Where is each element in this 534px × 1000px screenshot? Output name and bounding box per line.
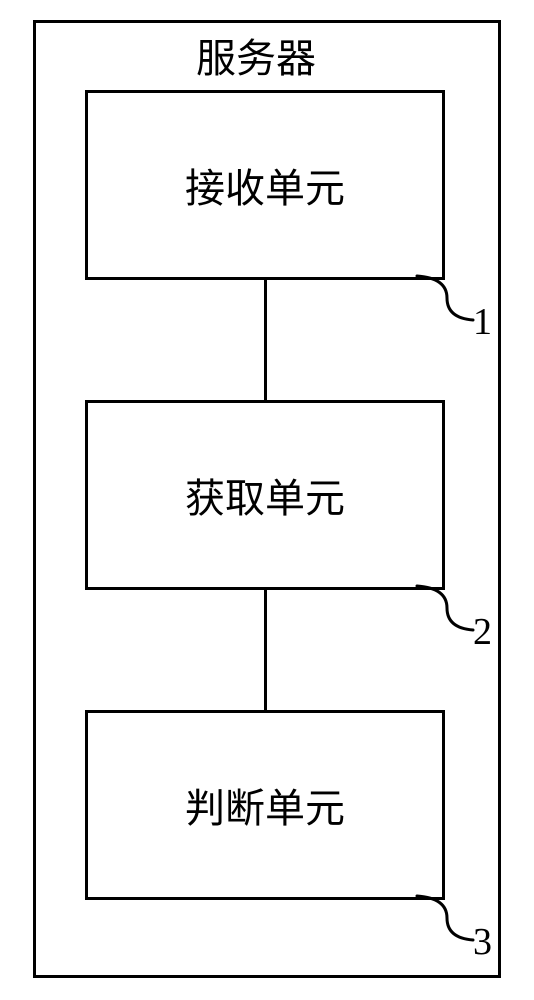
connector-2-3 [264, 590, 267, 710]
receive-unit-box: 接收单元 [85, 90, 445, 280]
receive-unit-label: 接收单元 [185, 156, 345, 214]
connector-1-2 [264, 280, 267, 400]
diagram-title: 服务器 [196, 26, 316, 84]
callout-1-label: 1 [473, 300, 492, 344]
acquire-unit-label: 获取单元 [185, 466, 345, 524]
diagram-canvas: 服务器 接收单元 获取单元 判断单元 1 2 3 [0, 0, 534, 1000]
judge-unit-label: 判断单元 [185, 776, 345, 834]
acquire-unit-box: 获取单元 [85, 400, 445, 590]
callout-3-label: 3 [473, 920, 492, 964]
callout-2-label: 2 [473, 610, 492, 654]
judge-unit-box: 判断单元 [85, 710, 445, 900]
